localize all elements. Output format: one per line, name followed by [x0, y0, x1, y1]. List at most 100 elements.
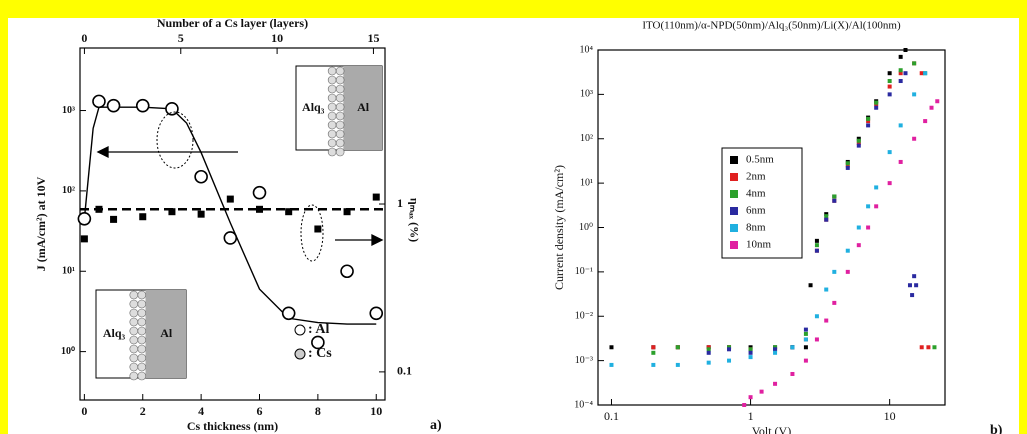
inset-label: Al	[357, 100, 370, 114]
data-point	[165, 102, 179, 116]
inset-atom	[335, 138, 345, 148]
data-point	[340, 264, 354, 279]
data-point	[832, 194, 837, 199]
inset-atom	[129, 371, 139, 381]
data-point	[651, 362, 656, 367]
data-point	[285, 208, 293, 216]
panel-label: b)	[990, 423, 1003, 434]
data-point	[824, 217, 829, 222]
data-point	[887, 71, 892, 76]
y-tick-label: 10⁰	[61, 346, 75, 357]
data-point	[926, 345, 931, 350]
x2-tick-label: 10	[271, 31, 283, 45]
data-point	[856, 243, 861, 248]
x-axis-label: Cs thickness (nm)	[187, 419, 278, 433]
data-point	[372, 193, 380, 201]
data-point	[912, 136, 917, 141]
data-point	[914, 283, 919, 288]
data-point	[912, 61, 917, 66]
data-point	[343, 208, 351, 216]
data-point	[197, 210, 205, 218]
data-point	[748, 355, 753, 360]
arrow	[335, 233, 384, 247]
inset-atom	[129, 299, 139, 309]
y2-axis-label: ηₘₐₓ (%)	[407, 198, 421, 242]
data-point	[856, 136, 861, 141]
inset-label: Alq₃	[103, 326, 126, 340]
data-point	[912, 92, 917, 97]
data-point	[898, 159, 903, 164]
panel-label: a)	[430, 418, 442, 433]
inset-atom	[335, 66, 345, 76]
data-point	[887, 92, 892, 97]
inset-atom	[129, 335, 139, 345]
data-point	[832, 269, 837, 274]
inset-atom	[327, 138, 337, 148]
inset-metal	[145, 290, 186, 378]
legend-label: : Al	[308, 322, 330, 337]
legend-label: 2nm	[746, 171, 766, 183]
data-point	[748, 350, 753, 355]
data-point	[706, 345, 711, 350]
inset-atom	[335, 93, 345, 103]
legend-swatch	[730, 156, 738, 164]
data-point	[773, 347, 778, 352]
x-tick-label: 2	[140, 404, 146, 418]
data-point	[898, 68, 903, 73]
y-tick-label: 10¹	[580, 177, 593, 188]
data-point	[675, 345, 680, 350]
inset-atom	[129, 308, 139, 318]
inset-atom	[327, 111, 337, 121]
data-point	[742, 403, 747, 407]
inset-atom	[129, 353, 139, 363]
inset-atom	[137, 344, 147, 354]
x-tick-label: 8	[315, 404, 321, 418]
inset-atom	[137, 362, 147, 372]
data-point	[824, 214, 829, 219]
data-point	[110, 215, 118, 223]
x-tick-label: 4	[198, 404, 204, 418]
data-point	[832, 198, 837, 203]
data-point	[845, 248, 850, 253]
charts: 0 2 4 6 8 10 10⁰ 10¹ 10² 10³ 0 5 10 15 Number of a Cs …	[34, 16, 1003, 434]
legend-label: : Cs	[308, 346, 332, 361]
data-point	[803, 358, 808, 363]
inset-atom	[335, 102, 345, 112]
data-point	[226, 195, 234, 203]
data-point	[814, 337, 819, 342]
data-point	[845, 161, 850, 166]
y-tick-label: 10⁻²	[575, 311, 593, 322]
left-band	[0, 0, 8, 434]
data-point	[887, 181, 892, 186]
inset-atom	[137, 299, 147, 309]
data-point	[845, 269, 850, 274]
inset-atom	[137, 335, 147, 345]
legend-swatch	[730, 241, 738, 249]
data-point	[898, 79, 903, 84]
data-point	[814, 248, 819, 253]
data-point	[898, 71, 903, 76]
data-point	[856, 143, 861, 148]
legend-label: 10nm	[746, 239, 772, 251]
inset-atom	[137, 326, 147, 336]
inset-atom	[335, 111, 345, 121]
inset-atom	[137, 371, 147, 381]
inset-atom	[137, 317, 147, 327]
legend-icon	[294, 348, 306, 360]
y-tick-label: 10⁻³	[575, 355, 593, 366]
data-point	[824, 318, 829, 323]
data-point	[866, 204, 871, 209]
inset-atom	[129, 317, 139, 327]
arrow	[96, 145, 238, 159]
data-point	[856, 138, 861, 143]
data-point	[252, 185, 267, 200]
data-point	[223, 231, 238, 245]
data-point	[651, 350, 656, 355]
data-point	[773, 381, 778, 386]
data-point	[898, 54, 903, 59]
legend-swatch	[730, 207, 738, 215]
x2-axis-label: Number of a Cs layer (layers)	[157, 16, 308, 30]
x-tick-label: 0.1	[604, 409, 619, 423]
inset-atom	[327, 120, 337, 130]
data-point	[773, 345, 778, 350]
